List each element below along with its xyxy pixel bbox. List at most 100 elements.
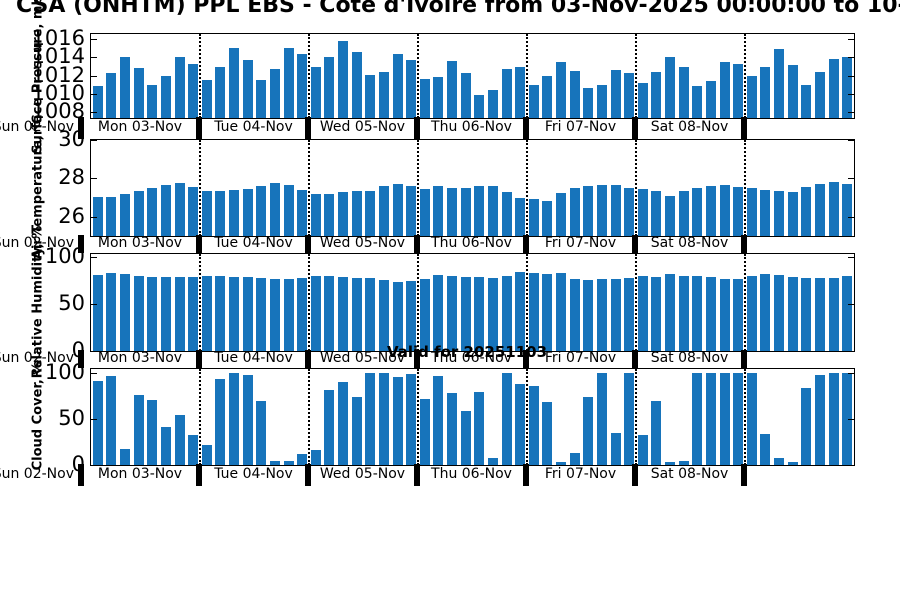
air-temperature-bar	[338, 191, 349, 236]
surface-pressure-bar	[624, 72, 635, 118]
air-temperature-bar	[433, 186, 444, 236]
air-temperature-bar	[229, 189, 240, 236]
surface-pressure-bar	[719, 62, 730, 118]
day-separator-bar	[78, 350, 84, 368]
day-boundary-line	[635, 140, 637, 236]
surface-pressure-bar	[828, 59, 839, 118]
surface-pressure-bar	[433, 77, 444, 118]
day-label: Thu 06-Nov	[431, 350, 512, 366]
day-label: Mon 03-Nov	[97, 466, 183, 482]
cloud-cover-bar	[297, 453, 308, 465]
air-temperature-bar	[447, 188, 458, 236]
day-label: Thu 06-Nov	[431, 119, 512, 135]
air-temperature-bar	[556, 192, 567, 236]
surface-pressure-bar	[351, 52, 362, 118]
y-tick	[91, 93, 97, 95]
cloud-cover-bar	[269, 461, 280, 465]
cloud-cover-bar	[556, 462, 567, 465]
air-temperature-bar	[733, 187, 744, 236]
surface-pressure-bar	[215, 66, 226, 118]
day-boundary-line	[308, 34, 310, 118]
surface-pressure-bar	[147, 84, 158, 118]
relative-humidity-bar	[528, 272, 539, 351]
air-temperature-bar	[651, 190, 662, 236]
y-tick	[848, 372, 854, 374]
day-boundary-line	[308, 140, 310, 236]
relative-humidity-bar	[92, 274, 103, 351]
air-temperature-bar	[583, 186, 594, 236]
day-separator-bar	[632, 350, 638, 368]
day-label: Fri 07-Nov	[544, 235, 617, 251]
day-label: Sat 08-Nov	[650, 119, 729, 135]
cloud-cover-bar	[760, 433, 771, 465]
relative-humidity-tick-label: 0	[71, 338, 85, 362]
surface-pressure-bar	[542, 76, 553, 118]
cloud-cover-bar	[188, 434, 199, 465]
cloud-cover-bar	[351, 396, 362, 465]
relative-humidity-bar	[269, 278, 280, 351]
surface-pressure-bar	[528, 85, 539, 118]
day-boundary-line	[417, 140, 419, 236]
surface-pressure-bar	[92, 86, 103, 118]
day-label: Wed 05-Nov	[319, 466, 406, 482]
relative-humidity-bar	[814, 277, 825, 351]
y-tick	[91, 303, 97, 305]
air-temperature-bar	[760, 189, 771, 236]
surface-pressure-tick-label: 1012	[31, 62, 85, 87]
surface-pressure-bar	[596, 85, 607, 118]
day-boundary-line	[199, 34, 201, 118]
y-tick	[91, 465, 97, 466]
surface-pressure-bar	[338, 41, 349, 118]
air-temperature-bar	[774, 190, 785, 236]
air-temperature-bar	[406, 186, 417, 236]
cloud-cover-bar	[120, 449, 131, 465]
cloud-cover-bar	[392, 377, 403, 465]
air-temperature-tick-label: 28	[58, 165, 85, 190]
day-label: Thu 06-Nov	[431, 466, 512, 482]
cloud-cover-bar	[133, 394, 144, 465]
air-temperature-bar	[160, 185, 171, 236]
y-tick	[91, 75, 97, 77]
relative-humidity-bar	[160, 276, 171, 351]
relative-humidity-bar	[447, 275, 458, 351]
day-separator-bar	[414, 235, 420, 253]
cloud-cover-tick-label: 0	[71, 452, 85, 476]
cloud-cover-bar	[174, 415, 185, 465]
day-boundary-line	[308, 369, 310, 465]
air-temperature-tick-label: 30	[58, 127, 85, 151]
air-temperature-bar	[665, 195, 676, 236]
relative-humidity-bar	[556, 272, 567, 351]
day-label: Wed 05-Nov	[319, 350, 406, 366]
surface-pressure-bar	[487, 90, 498, 118]
relative-humidity-bar	[147, 276, 158, 351]
relative-humidity-bar	[365, 277, 376, 351]
relative-humidity-bar	[719, 278, 730, 351]
air-temperature-bar	[624, 188, 635, 236]
air-temperature-bar	[215, 190, 226, 236]
day-boundary-line	[199, 254, 201, 351]
y-tick	[848, 140, 854, 141]
air-temperature-bar	[419, 188, 430, 236]
day-separator-bar	[305, 235, 311, 253]
cloud-cover-bar	[406, 373, 417, 465]
surface-pressure-bar	[501, 69, 512, 118]
day-label: Wed 05-Nov	[319, 119, 406, 135]
relative-humidity-bar	[283, 279, 294, 351]
day-label: Mon 03-Nov	[97, 350, 183, 366]
day-label-row: Mon 03-Nov Tue 04-Nov Wed 05-Nov Thu 06-Nov…	[78, 350, 853, 368]
day-boundary-line	[526, 369, 528, 465]
day-boundary-line	[199, 140, 201, 236]
relative-humidity-bar	[351, 277, 362, 351]
day-separator-bar	[78, 235, 84, 253]
cloud-cover-bar	[719, 372, 730, 465]
day-separator-bar	[414, 350, 420, 368]
surface-pressure-bar	[406, 60, 417, 118]
air-temperature-bar	[610, 185, 621, 236]
cloud-cover-bar	[637, 435, 648, 465]
air-temperature-bar	[569, 188, 580, 236]
y-tick	[91, 372, 97, 374]
surface-pressure-bar	[447, 61, 458, 118]
day-boundary-line	[417, 34, 419, 118]
cloud-cover-bar	[229, 372, 240, 465]
